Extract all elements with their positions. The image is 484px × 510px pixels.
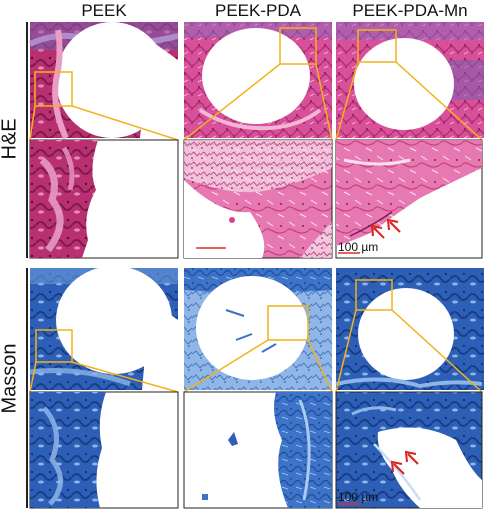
arrow-icon: [386, 218, 401, 233]
he-peek-pda-mn-overview: [336, 22, 484, 138]
he-peek-overview: [28, 22, 179, 140]
zoom-line: [395, 61, 483, 141]
masson-peek-overview: [29, 266, 178, 390]
arrow-icon: [390, 460, 405, 475]
arrow-icon: [404, 450, 419, 465]
zoom-line: [71, 105, 179, 141]
masson-peek-pda-mn-zoom: [335, 391, 483, 509]
column-header-peek-pda: PEEK-PDA: [215, 1, 301, 20]
zoom-line: [183, 339, 269, 393]
zoom-line: [29, 105, 36, 141]
zoom-line: [335, 309, 357, 393]
he-peek-zoom: [29, 139, 179, 259]
he-peek-pda-zoom: [183, 139, 333, 259]
masson-peek-pda-mn-overview: [335, 268, 484, 390]
he-peek-pda-overview: [184, 22, 332, 138]
zoom-line: [335, 61, 359, 141]
zoom-line: [71, 361, 179, 393]
scale-bar-label-he: 100 µm: [338, 240, 379, 254]
masson-peek-pda-overview: [184, 268, 332, 390]
zoom-line: [307, 339, 333, 393]
column-header-peek: PEEK: [81, 1, 127, 20]
he-peek-pda-mn-zoom: [335, 139, 483, 259]
zoom-line: [315, 63, 333, 141]
masson-peek-pda-zoom: [183, 391, 333, 509]
scale-bar-label-masson: 100 µm: [338, 490, 379, 504]
row-divider-masson: [26, 268, 28, 508]
masson-peek-zoom: [29, 391, 179, 509]
zoom-line: [391, 309, 483, 393]
column-header-peek-pda-mn: PEEK-PDA-Mn: [352, 1, 468, 20]
zoom-line: [29, 361, 37, 393]
arrow-icon: [370, 224, 385, 239]
zoom-line: [183, 63, 281, 141]
row-divider-he: [26, 22, 28, 258]
